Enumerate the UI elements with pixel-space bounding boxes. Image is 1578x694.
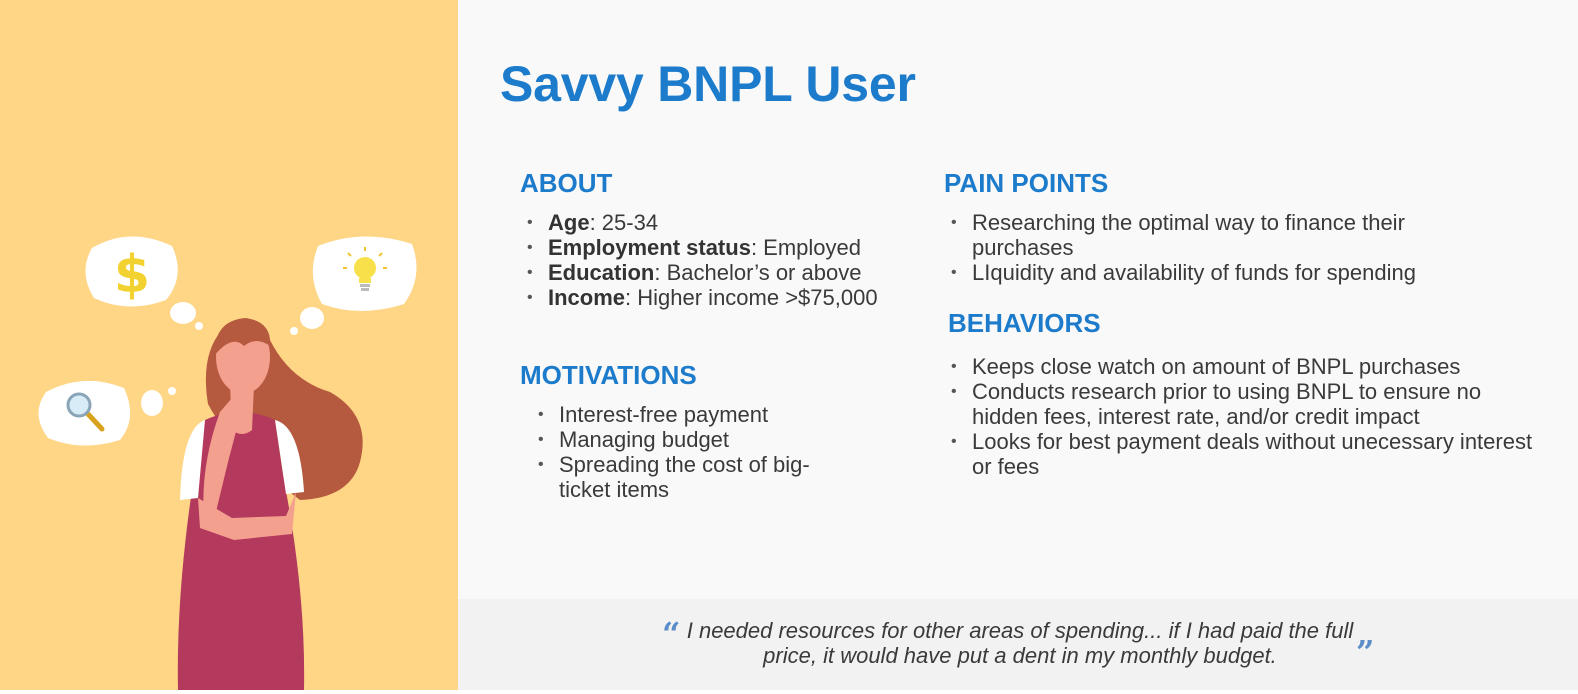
about-item-value: : Higher income >$75,000 bbox=[625, 285, 878, 310]
about-item-education: Education: Bachelor’s or above bbox=[520, 260, 920, 285]
about-section: ABOUT Age: 25-34 Employment status: Empl… bbox=[520, 168, 920, 310]
behavior-item: Looks for best payment deals without une… bbox=[944, 429, 1548, 479]
motivation-item: Managing budget bbox=[531, 427, 840, 452]
close-quote-icon: ” bbox=[1356, 633, 1375, 671]
about-item-employment: Employment status: Employed bbox=[520, 235, 920, 260]
behavior-item: Conducts research prior to using BNPL to… bbox=[944, 379, 1548, 429]
magnifier-icon bbox=[66, 392, 105, 432]
about-item-age: Age: 25-34 bbox=[520, 210, 920, 235]
about-item-label: Education bbox=[548, 260, 655, 285]
persona-title: Savvy BNPL User bbox=[500, 56, 916, 112]
motivations-heading: MOTIVATIONS bbox=[520, 360, 697, 390]
about-item-value: : 25-34 bbox=[589, 210, 659, 235]
about-item-value: : Bachelor’s or above bbox=[654, 260, 862, 285]
persona-illustration: $ bbox=[38, 236, 417, 690]
motivations-section: MOTIVATIONS Interest-free payment Managi… bbox=[520, 360, 840, 502]
about-item-label: Income bbox=[548, 285, 626, 310]
open-quote-icon: “ bbox=[662, 615, 681, 653]
lightbulb-thought-bubble bbox=[290, 236, 417, 335]
behaviors-list: Keeps close watch on amount of BNPL purc… bbox=[944, 354, 1548, 479]
behaviors-heading: BEHAVIORS bbox=[948, 308, 1101, 338]
woman-figure bbox=[177, 318, 363, 690]
pain-points-list: Researching the optimal way to finance t… bbox=[944, 210, 1484, 285]
behaviors-section: BEHAVIORS Keeps close watch on amount of… bbox=[948, 308, 1548, 479]
quote-band: “ I needed resources for other areas of … bbox=[458, 599, 1578, 690]
about-item-value: : Employed bbox=[750, 235, 861, 260]
pain-points-heading: PAIN POINTS bbox=[944, 168, 1109, 198]
about-item-income: Income: Higher income >$75,000 bbox=[520, 285, 920, 310]
lightbulb-icon bbox=[343, 247, 387, 291]
pain-point-item: Researching the optimal way to finance t… bbox=[944, 210, 1484, 260]
about-item-label: Age bbox=[548, 210, 590, 235]
about-list: Age: 25-34 Employment status: Employed E… bbox=[520, 210, 920, 310]
about-heading: ABOUT bbox=[520, 168, 613, 198]
persona-quote: I needed resources for other areas of sp… bbox=[686, 618, 1354, 668]
about-item-label: Employment status bbox=[548, 235, 751, 260]
persona-content-panel: Savvy BNPL User ABOUT Age: 25-34 Employm… bbox=[458, 0, 1578, 599]
pain-points-section: PAIN POINTS Researching the optimal way … bbox=[944, 168, 1484, 285]
motivation-item: Interest-free payment bbox=[531, 402, 840, 427]
motivations-list: Interest-free payment Managing budget Sp… bbox=[520, 402, 840, 502]
magnifier-thought-bubble bbox=[38, 380, 176, 446]
behavior-item: Keeps close watch on amount of BNPL purc… bbox=[944, 354, 1548, 379]
motivation-item: Spreading the cost of big-ticket items bbox=[531, 452, 840, 502]
pain-point-item: LIquidity and availability of funds for … bbox=[944, 260, 1484, 285]
dollar-thought-bubble: $ bbox=[85, 236, 203, 330]
persona-illustration-panel: $ bbox=[0, 0, 458, 690]
dollar-icon: $ bbox=[114, 245, 150, 305]
